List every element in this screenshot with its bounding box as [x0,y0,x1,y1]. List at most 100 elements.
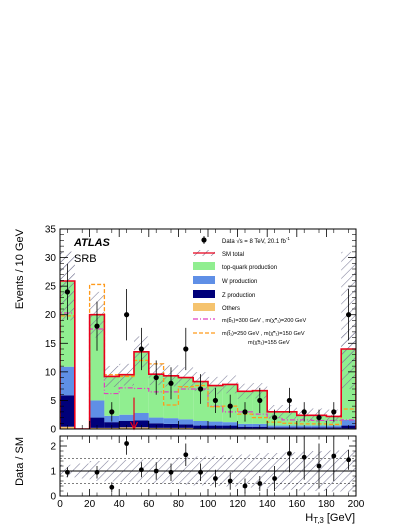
bar-w-production [193,421,208,426]
data-point [138,346,144,352]
x-tick-label: 180 [318,499,335,510]
legend: Data √s = 8 TeV, 20.1 fb-1 SM total top-… [193,236,306,346]
legend-data-text: Data √s = 8 TeV, 20.1 fb [222,238,287,245]
legend-sm-total-label: SM total [222,252,244,258]
x-tick-label: 120 [229,499,246,510]
ratio-point [331,453,337,459]
bar-top-quark-production [178,377,194,420]
ratio-point [346,457,351,463]
x-axis-title-sub: T,3 [313,516,324,525]
legend-top-label: top-quark production [222,265,277,271]
data-point [227,403,233,409]
legend-others-label: Others [222,306,240,312]
y-tick-label: 0 [50,425,56,436]
ratio-point [94,469,100,475]
data-point [242,409,248,415]
data-points [64,263,352,431]
legend-sig2-label-b: m(χ̃±₁)=155 GeV [248,340,290,346]
data-point [124,312,130,318]
bar-w-production [134,413,149,421]
x-axis: 0 20 40 60 80 100 120 140 160 180 200 [57,229,365,510]
bar-w-production [208,421,223,426]
bar-w-production [148,417,164,424]
x-tick-label: 80 [173,499,185,510]
bar-w-production [341,419,356,426]
data-point [316,414,322,421]
y-tick-label: 25 [45,282,57,293]
ratio-point [139,467,144,473]
bar-z-production [134,420,149,428]
ratio-point [213,476,218,481]
x-tick-label: 160 [288,499,305,510]
data-point [272,414,278,421]
bar-w-production [119,414,134,421]
ratio-point [168,469,174,475]
ratio-y-axis-title: Data / SM [14,437,26,486]
legend-sig2-label-a: m(t̃₁)=250 GeV , m(χ̃⁰₁)=150 GeV [222,330,305,337]
x-tick-label: 60 [143,499,155,510]
bar-z-production [60,395,75,427]
x-axis-title: HT,3 [GeV] [305,512,355,525]
ratio-point [257,481,263,486]
legend-z-label: Z production [222,293,255,299]
legend-top-swatch [193,262,215,270]
data-point [257,397,263,404]
y-tick-label: 30 [45,253,57,264]
ratio-y-tick-label: 0 [50,492,56,503]
legend-z-swatch [193,290,215,298]
ratio-point [109,484,115,490]
y-axis-title: Events / 10 GeV [14,228,26,309]
bar-w-production [178,419,194,425]
x-tick-label: 0 [57,499,63,510]
y-tick-label: 10 [45,367,57,378]
signal-1-line [60,312,356,429]
y-tick-label: 35 [45,225,57,236]
data-point [94,323,100,329]
bar-w-production [89,400,105,418]
legend-others-swatch [193,303,215,311]
ratio-point [242,483,248,489]
x-tick-label: 200 [348,499,365,510]
x-tick-label: 40 [114,499,126,510]
ratio-point [287,451,292,456]
region-label: SRB [74,253,97,265]
x-axis-title-main: H [305,512,313,524]
ratio-points [65,436,351,494]
data-point [331,409,337,415]
data-point [301,409,307,415]
ratio-point [183,452,189,458]
ratio-reference-lines [60,458,356,484]
x-axis-title-unit: [GeV] [327,512,355,524]
y-tick-label: 20 [45,310,57,321]
legend-data-sup: -1 [286,236,290,241]
y-tick-label: 15 [45,339,57,350]
bar-w-production [222,422,238,426]
y-axis: 0 5 10 15 20 25 30 35 [45,225,356,436]
data-point [153,374,159,381]
legend-w-label: W production [222,279,257,285]
bar-w-production [60,366,75,396]
data-point [168,380,174,386]
bar-z-production [89,417,105,428]
legend-sig1-label: m(b̃₁)=300 GeV , m(χ̃⁰₁)=200 GeV [222,317,306,324]
data-point [64,289,70,295]
ratio-y-tick-label: 1 [50,467,56,478]
x-tick-label: 140 [259,499,276,510]
x-tick-label: 100 [200,499,217,510]
ratio-point [198,469,204,475]
bar-z-production [119,421,134,428]
experiment-label: ATLAS [73,237,111,249]
data-point [198,386,204,392]
ratio-point [272,476,277,481]
ratio-point [316,463,322,469]
y-tick-label: 5 [50,396,56,407]
ratio-point [65,469,70,475]
data-point [183,346,189,352]
ratio-point [124,441,129,446]
ratio-y-tick-label: 2 [50,442,56,453]
data-point [286,397,292,404]
data-point [109,409,115,415]
data-point [212,397,218,404]
